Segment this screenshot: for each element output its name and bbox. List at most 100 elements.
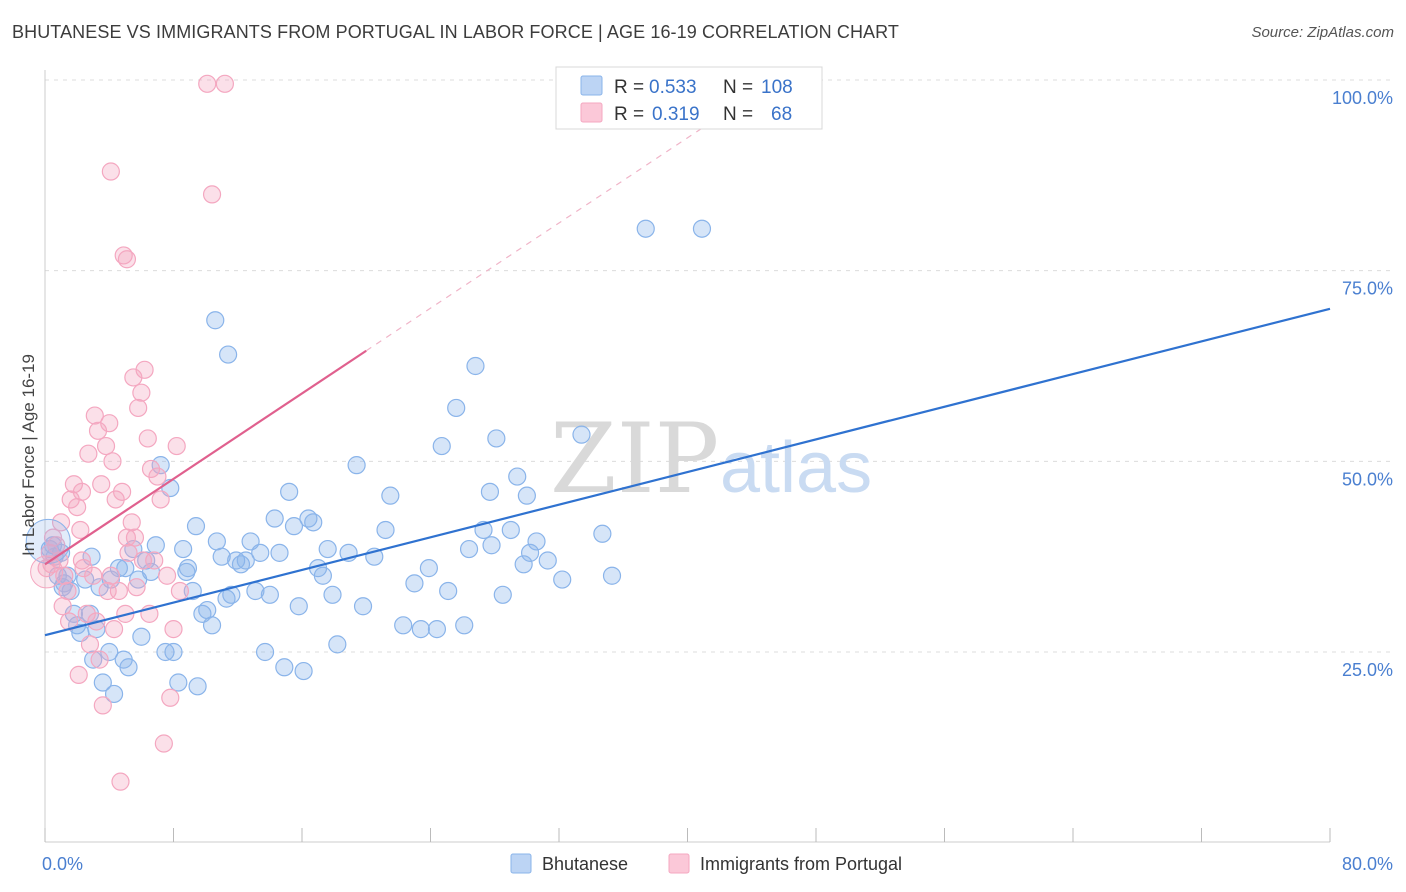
legend-n-label-2: N = [723, 104, 753, 125]
axes [44, 70, 1331, 843]
y-tick-label-2: 75.0% [1342, 279, 1393, 299]
portugal-point-38 [157, 566, 177, 585]
bhutanese-point-13 [84, 650, 103, 669]
portugal-point-22 [106, 490, 125, 509]
portugal-point-3 [47, 536, 66, 555]
portugal-point-37 [154, 734, 173, 753]
bhutanese-point-35 [183, 581, 202, 601]
trend-lines [44, 94, 1331, 637]
portugal-point-55 [117, 528, 137, 547]
portugal-point-47 [72, 551, 92, 570]
bottom-legend: Bhutanese Immigrants from Portugal [510, 853, 902, 874]
portugal-point-17 [90, 650, 109, 669]
bhutanese-point-92 [480, 482, 500, 501]
bhutanese-point-64 [323, 585, 342, 604]
source-label: Source: ZipAtlas.com [1251, 24, 1394, 41]
bhutanese-point-62 [313, 566, 332, 585]
portugal-point-64 [198, 74, 217, 93]
legend-n-value-1: 108 [761, 77, 793, 98]
y-tick-label-0: 25.0% [1342, 660, 1393, 680]
bhutanese-point-76 [353, 597, 373, 616]
bhutanese-point-24 [132, 627, 151, 646]
legend-r-label-1: R = [614, 77, 644, 98]
portugal-cluster-point [30, 555, 64, 589]
bhutanese-point-101 [527, 532, 546, 551]
bhutanese-point-16 [93, 673, 112, 692]
y-tick-labels: 25.0% 50.0% 75.0% 100.0% [1332, 88, 1393, 680]
portugal-point-18 [93, 696, 112, 715]
bhutanese-point-36 [188, 677, 207, 696]
x-tick-labels: 0.0% 80.0% [42, 854, 1393, 874]
bhutanese-point-89 [459, 539, 479, 559]
bhutanese-point-79 [381, 486, 400, 505]
bhutanese-point-33 [174, 539, 193, 559]
portugal-point-40 [164, 620, 183, 639]
bhutanese-point-57 [289, 597, 308, 616]
portugal-point-50 [88, 421, 108, 440]
portugal-point-7 [58, 581, 77, 601]
bhutanese-point-52 [265, 509, 284, 528]
bhutanese-point-39 [202, 616, 222, 635]
bhutanese-point-56 [284, 517, 304, 536]
bhutanese-point-28 [151, 456, 170, 475]
portugal-point-41 [167, 436, 186, 456]
portugal-point-24 [112, 482, 132, 501]
bhutanese-point-108 [692, 219, 712, 238]
y-tick-label-3: 100.0% [1332, 88, 1393, 108]
portugal-point-19 [96, 436, 116, 456]
x-tick-label-1: 80.0% [1342, 854, 1393, 874]
bhutanese-point-96 [501, 520, 520, 540]
bhutanese-point-17 [100, 642, 119, 662]
portugal-point-65 [215, 74, 234, 93]
portugal-point-36 [151, 490, 170, 509]
legend-swatch-bhutanese [580, 75, 603, 96]
bhutanese-point-97 [508, 467, 527, 486]
bottom-legend-label-portugal: Immigrants from Portugal [700, 854, 902, 874]
bhutanese-point-60 [304, 513, 323, 532]
bhutanese-point-27 [146, 536, 165, 555]
bhutanese-point-73 [116, 559, 135, 578]
bhutanese-point-87 [447, 398, 466, 418]
bhutanese-point-53 [270, 543, 289, 562]
bhutanese-point-88 [455, 616, 474, 635]
portugal-point-26 [119, 543, 138, 562]
bhutanese-point-82 [411, 620, 430, 639]
portugal-point-58 [133, 551, 153, 570]
bhutanese-point-51 [260, 585, 279, 604]
bhutanese-point-67 [206, 311, 225, 330]
bhutanese-point-31 [164, 642, 183, 662]
portugal-point-30 [132, 383, 151, 402]
portugal-trend-extension [365, 94, 753, 352]
bhutanese-point-66 [219, 345, 238, 364]
bhutanese-point-100 [520, 543, 540, 562]
portugal-point-62 [101, 162, 120, 181]
data-points [25, 74, 712, 791]
portugal-point-32 [138, 429, 157, 448]
bhutanese-point-106 [602, 566, 622, 585]
bhutanese-point-41 [212, 547, 231, 566]
x-tick-label-0: 0.0% [42, 854, 83, 874]
bottom-legend-swatch-portugal [668, 853, 690, 874]
legend-r-value-2: 0.319 [652, 104, 700, 125]
bhutanese-point-40 [207, 532, 226, 551]
legend-r-value-1: 0.533 [649, 77, 697, 98]
y-axis-label: In Labor Force | Age 16-19 [19, 354, 38, 556]
portugal-point-42 [170, 581, 190, 601]
portugal-point-66 [111, 772, 130, 791]
bhutanese-point-94 [487, 429, 506, 448]
watermark-atlas: atlas [720, 428, 872, 508]
portugal-point-29 [129, 398, 148, 418]
portugal-point-5 [51, 513, 71, 532]
portugal-point-15 [84, 566, 103, 585]
portugal-point-43 [42, 555, 61, 574]
portugal-point-46 [69, 665, 88, 684]
bhutanese-point-95 [493, 585, 512, 604]
portugal-point-11 [71, 520, 90, 540]
legend-n-label-1: N = [723, 77, 753, 98]
portugal-point-12 [74, 559, 93, 578]
portugal-point-61 [117, 250, 137, 269]
bhutanese-point-69 [177, 562, 196, 582]
bhutanese-point-68 [186, 517, 206, 536]
portugal-point-21 [103, 452, 122, 471]
